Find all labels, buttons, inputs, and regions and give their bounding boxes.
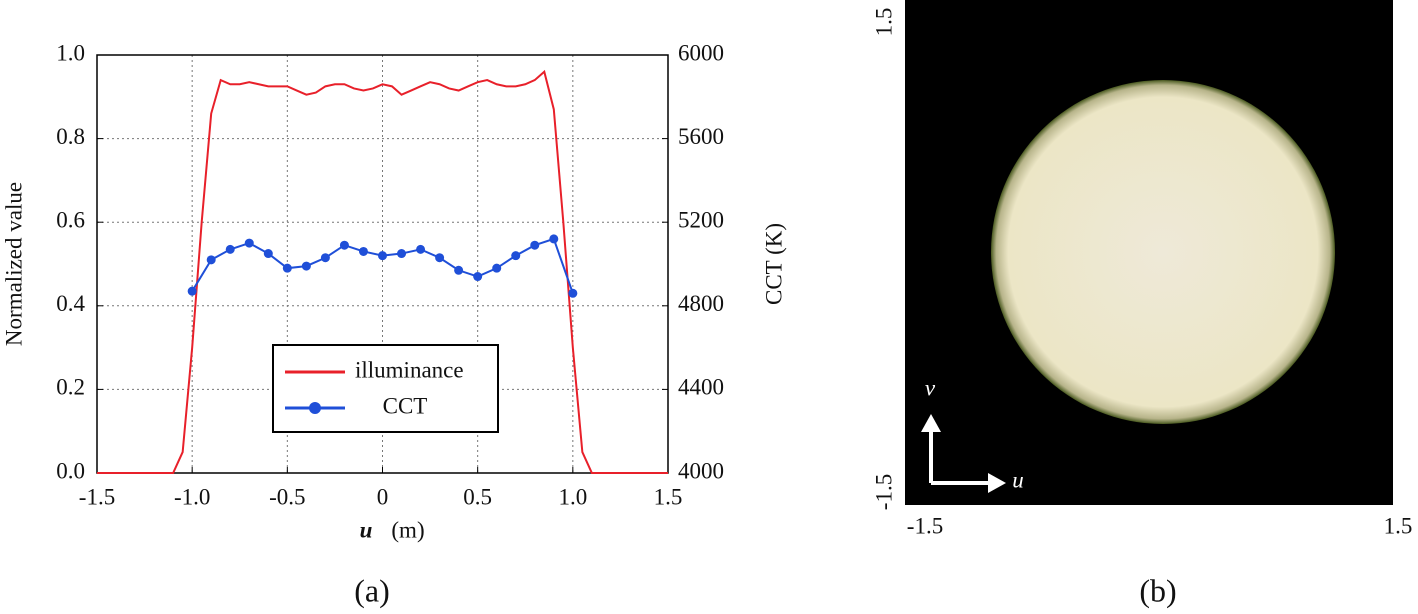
data-point [263, 249, 273, 259]
panel-label: (a) [354, 572, 390, 608]
y2-tick-label: 4400 [678, 375, 724, 400]
x-tick-label: 1.5 [1384, 513, 1413, 538]
x-tick-label: -1.5 [79, 484, 115, 509]
legend-label: illuminance [355, 357, 464, 382]
y2-tick-label: 4800 [678, 291, 724, 316]
y-tick-label: -1.5 [871, 474, 896, 510]
y-tick-label: 1.5 [871, 8, 896, 37]
u-axis-label: u [1012, 467, 1024, 492]
panel-label: (b) [1139, 572, 1176, 608]
y-tick-label: 0.6 [56, 207, 85, 232]
legend-box [272, 344, 499, 433]
data-point [225, 244, 235, 254]
data-point [206, 255, 216, 265]
data-point [454, 265, 464, 275]
data-point [339, 240, 349, 250]
data-point [301, 261, 311, 271]
y-tick-label: 0.8 [56, 124, 85, 149]
data-point [473, 272, 483, 282]
data-point [397, 249, 407, 259]
series-line [97, 69, 668, 474]
y-axis-label: Normalized value [1, 182, 26, 346]
v-axis-label: v [925, 375, 936, 400]
x-tick-label: 0.5 [463, 484, 492, 509]
y-tick-label: 0.4 [56, 291, 85, 316]
uv-arrows [921, 414, 1006, 493]
y2-axis-label: CCT (K) [761, 223, 786, 305]
y2-tick-label: 5200 [678, 207, 724, 232]
y-tick-label: 0.2 [56, 375, 85, 400]
plot-frame [96, 54, 669, 474]
x-axis-label: (m) [391, 517, 424, 542]
data-point [378, 251, 387, 261]
y2-tick-label: 4000 [678, 458, 724, 483]
data-point [282, 263, 292, 273]
y-tick-label: 0.0 [56, 458, 85, 483]
x-axis-label: u [360, 517, 373, 542]
light-spot [991, 80, 1335, 424]
x-tick-label: 0 [377, 484, 389, 509]
x-tick-label: -0.5 [269, 484, 305, 509]
x-tick-label: 1.0 [558, 484, 587, 509]
data-point [187, 286, 197, 296]
legend-label: CCT [383, 393, 428, 418]
data-point [244, 238, 254, 248]
data-point [568, 288, 578, 298]
x-tick-label: -1.0 [174, 484, 210, 509]
data-point [530, 240, 540, 250]
data-point [358, 246, 368, 256]
data-point [435, 253, 445, 263]
data-point [416, 244, 426, 254]
x-tick-label: -1.5 [907, 513, 943, 538]
y2-tick-label: 5600 [678, 124, 724, 149]
data-point [511, 251, 521, 261]
data-point [320, 253, 330, 263]
x-tick-label: 1.5 [654, 484, 683, 509]
data-point [492, 263, 502, 273]
y-tick-label: 1.0 [56, 40, 85, 65]
legend-marker [309, 402, 321, 414]
data-point [549, 234, 559, 244]
y2-tick-label: 6000 [678, 40, 724, 65]
